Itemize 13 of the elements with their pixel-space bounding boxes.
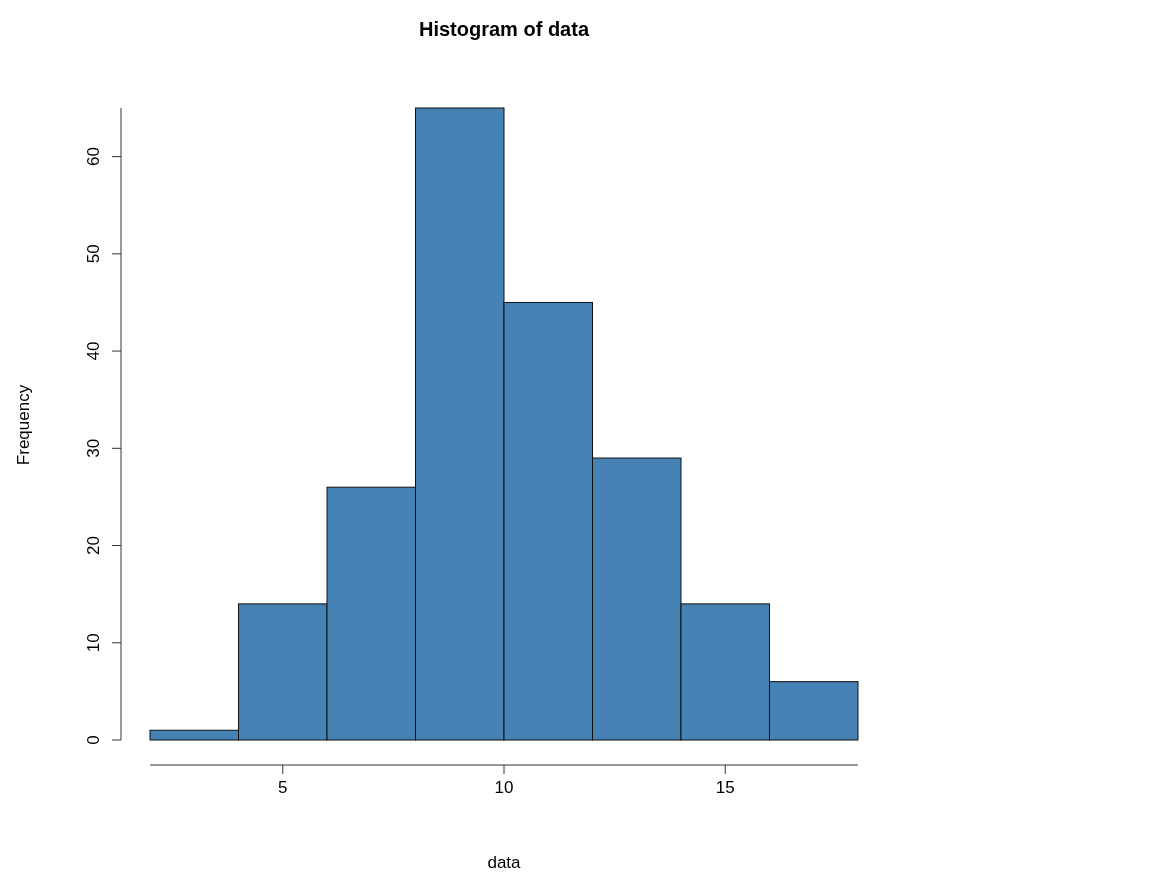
y-tick-label: 40 xyxy=(84,341,103,361)
y-tick-label: 20 xyxy=(84,536,103,555)
y-tick-label: 30 xyxy=(84,438,103,458)
y-axis-title: Frequency xyxy=(14,384,33,466)
y-tick-label: 60 xyxy=(84,147,103,167)
y-tick-label: 50 xyxy=(84,244,103,264)
chart-title: Histogram of data xyxy=(418,18,590,40)
x-tick-label: 15 xyxy=(715,778,735,797)
x-axis-title: data xyxy=(487,853,522,872)
y-tick-label: 0 xyxy=(84,735,103,745)
y-tick-label: 10 xyxy=(84,633,103,653)
x-tick-label: 5 xyxy=(278,778,288,797)
x-tick-label: 10 xyxy=(494,778,514,797)
